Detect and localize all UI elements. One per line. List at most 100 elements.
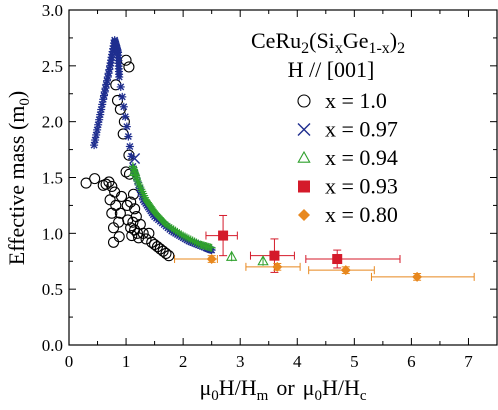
cross-stroke — [118, 93, 126, 101]
x094-point — [225, 250, 238, 261]
x097-band-point — [120, 103, 128, 111]
cross-stroke — [91, 136, 99, 144]
x097-band-point — [121, 113, 129, 121]
x097-band-point — [115, 73, 123, 81]
x097-band-point — [98, 100, 106, 108]
x097-band-point — [118, 93, 126, 101]
x-tick-label: 6 — [407, 352, 416, 371]
x080-point — [412, 271, 423, 282]
cross-stroke — [297, 123, 311, 136]
x100-point — [80, 177, 92, 189]
x097-band-point — [127, 152, 135, 160]
legend-marker-x094 — [297, 150, 311, 163]
x097-band-point — [117, 83, 125, 91]
x100-point — [125, 196, 137, 208]
x097-band-point — [96, 111, 104, 119]
cross-stroke — [124, 133, 132, 141]
x100-point — [129, 203, 141, 215]
x100-point — [137, 227, 149, 239]
x094-band-point — [181, 232, 190, 241]
x093-point — [332, 254, 343, 265]
x100-point — [115, 190, 128, 203]
x097-band-point — [97, 106, 105, 114]
x097-band-point — [126, 142, 134, 150]
x100-point — [104, 194, 116, 206]
x080-point — [206, 254, 217, 265]
x100-point — [110, 199, 122, 211]
y-tick-label: 3.0 — [42, 1, 63, 20]
x094-band-point — [192, 238, 201, 247]
x100-point — [106, 180, 118, 192]
x094-band-point — [182, 233, 191, 242]
y-axis-title: Effective mass (m0) — [4, 91, 33, 265]
x100-point — [140, 233, 152, 245]
x100-point — [123, 149, 135, 161]
x100-point — [114, 103, 126, 115]
cross-stroke — [129, 153, 141, 165]
cross-stroke — [95, 116, 103, 124]
x100-point — [120, 166, 132, 178]
cross-stroke — [92, 131, 100, 139]
x100-point — [163, 250, 175, 262]
legend-label-x097: x = 0.97 — [325, 117, 398, 142]
legend-marker-x080 — [298, 209, 310, 221]
x094-point — [128, 165, 141, 176]
x-tick-label: 0 — [65, 352, 74, 371]
cross-stroke — [98, 100, 106, 108]
x100-point — [121, 199, 133, 211]
x094-band-point — [184, 234, 193, 243]
legend-label-x094: x = 0.94 — [325, 145, 398, 170]
x100-point — [123, 61, 135, 73]
legend-label-x093: x = 0.93 — [325, 174, 398, 199]
y-tick-label: 1.0 — [42, 224, 63, 243]
legend-title-field: H // [001] — [288, 57, 375, 82]
legend: x = 1.0 x = 0.97 x = 0.94 x = 0.93 x = 0.80 — [297, 88, 398, 227]
y-tick-label: 2.5 — [42, 57, 63, 76]
cross-stroke — [120, 103, 128, 111]
x097-band-point — [94, 121, 102, 129]
cross-stroke — [93, 126, 101, 134]
cross-stroke — [126, 142, 134, 150]
cross-stroke — [121, 113, 129, 121]
legend-title-compound: CeRu2(SixGe1-x)2 — [251, 28, 405, 57]
y-tick-label: 0.5 — [42, 280, 63, 299]
cross-stroke — [96, 111, 104, 119]
cross-stroke — [115, 73, 123, 81]
x093-point — [218, 230, 229, 241]
x097-band-point — [93, 126, 101, 134]
x080-point — [272, 261, 283, 272]
x-axis-title: μ0H/Hm or μ0H/Hc — [199, 375, 366, 404]
x100-point — [160, 247, 172, 259]
x-tick-label: 5 — [350, 352, 359, 371]
x-tick-label: 1 — [122, 352, 131, 371]
y-tick-label: 0.0 — [42, 336, 63, 355]
cross-stroke — [123, 123, 131, 131]
data-markers — [80, 36, 423, 282]
x100-point — [113, 231, 125, 243]
y-tick-label: 1.5 — [42, 169, 63, 188]
x094-band-point — [188, 236, 197, 245]
y-tick-label: 2.0 — [42, 113, 63, 132]
x093-point — [269, 250, 280, 261]
x100-point — [127, 216, 139, 228]
cross-stroke — [117, 83, 125, 91]
legend-label-x080: x = 0.80 — [325, 202, 398, 227]
x094-band-point — [207, 243, 216, 252]
x-tick-label: 4 — [293, 352, 302, 371]
x094-band-point — [186, 235, 195, 244]
x-tick-label: 7 — [464, 352, 473, 371]
x100-point — [114, 207, 126, 219]
x100-point — [109, 186, 121, 198]
x097-band-point — [92, 131, 100, 139]
cross-stroke — [90, 141, 98, 149]
cross-stroke — [127, 152, 135, 160]
x080-point — [340, 265, 351, 276]
x097-band-point — [90, 141, 98, 149]
x097-band-point — [95, 116, 103, 124]
x094-band-point — [190, 237, 199, 246]
x097-band-point — [123, 123, 131, 131]
x094-band-point — [179, 231, 188, 240]
cross-stroke — [97, 106, 105, 114]
x100-point — [89, 173, 101, 185]
